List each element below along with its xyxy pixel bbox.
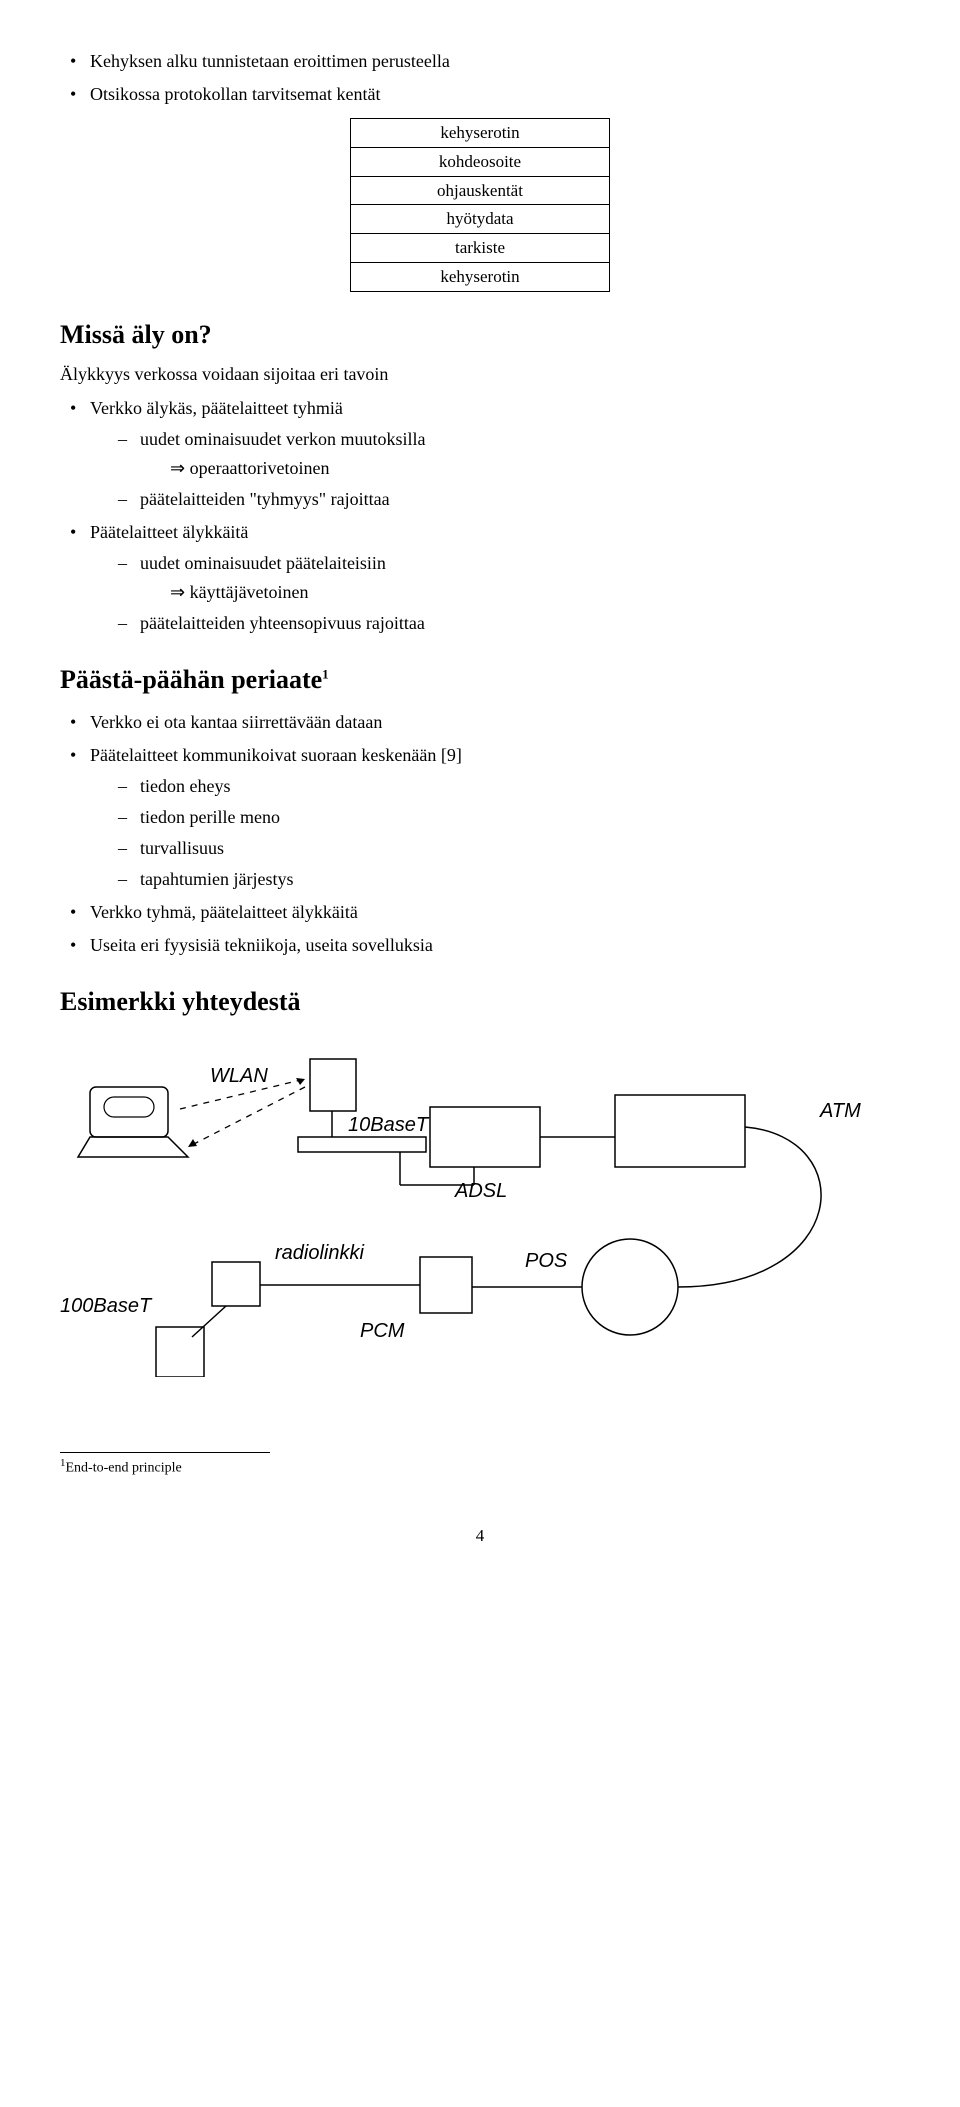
dash-list: uudet ominaisuudet päätelaiteisiin ⇒ käy… (90, 550, 900, 637)
bullet-item: Verkko tyhmä, päätelaitteet älykkäitä (90, 899, 900, 926)
bullet-item: Päätelaitteet kommunikoivat suoraan kesk… (90, 742, 900, 893)
heading-esimerkki: Esimerkki yhteydestä (60, 987, 900, 1017)
packet-row: hyötydata (351, 205, 610, 234)
packet-row: kohdeosoite (351, 147, 610, 176)
dash-list: tiedon eheys tiedon perille meno turvall… (90, 773, 900, 893)
adsl-box (430, 1107, 540, 1167)
missa-bullets: Verkko älykäs, päätelaitteet tyhmiä uude… (60, 395, 900, 637)
pos-circle (582, 1239, 678, 1335)
footnote: 1End-to-end principle (60, 1457, 900, 1477)
radiolinkki-label: radiolinkki (275, 1242, 364, 1264)
bullet-text: Päätelaitteet älykkäitä (90, 522, 248, 542)
dash-item: päätelaitteiden yhteensopivuus rajoittaa (140, 610, 900, 637)
bullet-text: Päätelaitteet kommunikoivat suoraan kesk… (90, 745, 462, 765)
bullet-item: Useita eri fyysisiä tekniikoja, useita s… (90, 932, 900, 959)
pcm-box (420, 1257, 472, 1313)
atm-label: ATM (819, 1100, 861, 1122)
dash-list: uudet ominaisuudet verkon muutoksilla ⇒ … (90, 426, 900, 513)
bullet-item: Verkko älykäs, päätelaitteet tyhmiä uude… (90, 395, 900, 513)
top-bullet-list: Kehyksen alku tunnistetaan eroittimen pe… (60, 48, 900, 108)
packet-row: ohjauskentät (351, 176, 610, 205)
bullet-text: Verkko älykäs, päätelaitteet tyhmiä (90, 398, 343, 418)
laptop-icon (78, 1087, 188, 1157)
pcm-label: PCM (360, 1320, 405, 1342)
packet-table: kehyserotin kohdeosoite ohjauskentät hyö… (350, 118, 610, 292)
dash-item: uudet ominaisuudet verkon muutoksilla ⇒ … (140, 426, 900, 482)
bullet-item: Otsikossa protokollan tarvitsemat kentät (90, 81, 900, 108)
dash-item: tapahtumien järjestys (140, 866, 900, 893)
packet-row: kehyserotin (351, 119, 610, 148)
intro-text: Älykkyys verkossa voidaan sijoitaa eri t… (60, 364, 900, 385)
dash-item: tiedon perille meno (140, 804, 900, 831)
bullet-item: Päätelaitteet älykkäitä uudet ominaisuud… (90, 519, 900, 637)
packet-row: kehyserotin (351, 262, 610, 291)
hundredbaset-label: 100BaseT (60, 1295, 153, 1317)
pos-label: POS (525, 1250, 568, 1272)
atm-box (615, 1095, 745, 1167)
dash-item: uudet ominaisuudet päätelaiteisiin ⇒ käy… (140, 550, 900, 606)
adsl-label: ADSL (454, 1180, 507, 1202)
node-box (310, 1059, 356, 1111)
tenbaset-bar (298, 1137, 426, 1152)
heading-paasta-paahan: Päästä-päähän periaate1 (60, 665, 900, 695)
bullet-item: Verkko ei ota kantaa siirrettävään dataa… (90, 709, 900, 736)
tenbaset-label: 10BaseT (348, 1114, 430, 1136)
bullet-item: Kehyksen alku tunnistetaan eroittimen pe… (90, 48, 900, 75)
paasta-bullets: Verkko ei ota kantaa siirrettävään dataa… (60, 709, 900, 959)
dash-item: tiedon eheys (140, 773, 900, 800)
page-number: 4 (60, 1526, 900, 1546)
heading-missa-aly-on: Missä äly on? (60, 320, 900, 350)
network-diagram: WLAN 10BaseT ADSL ATM POS PCM radiolinkk… (60, 1037, 900, 1382)
dash-item: päätelaitteiden "tyhmyys" rajoittaa (140, 486, 900, 513)
wlan-label: WLAN (210, 1065, 268, 1087)
dash-item: turvallisuus (140, 835, 900, 862)
hundred-box2 (156, 1327, 204, 1377)
packet-row: tarkiste (351, 234, 610, 263)
footnote-rule (60, 1452, 270, 1453)
hundred-box1 (212, 1262, 260, 1306)
